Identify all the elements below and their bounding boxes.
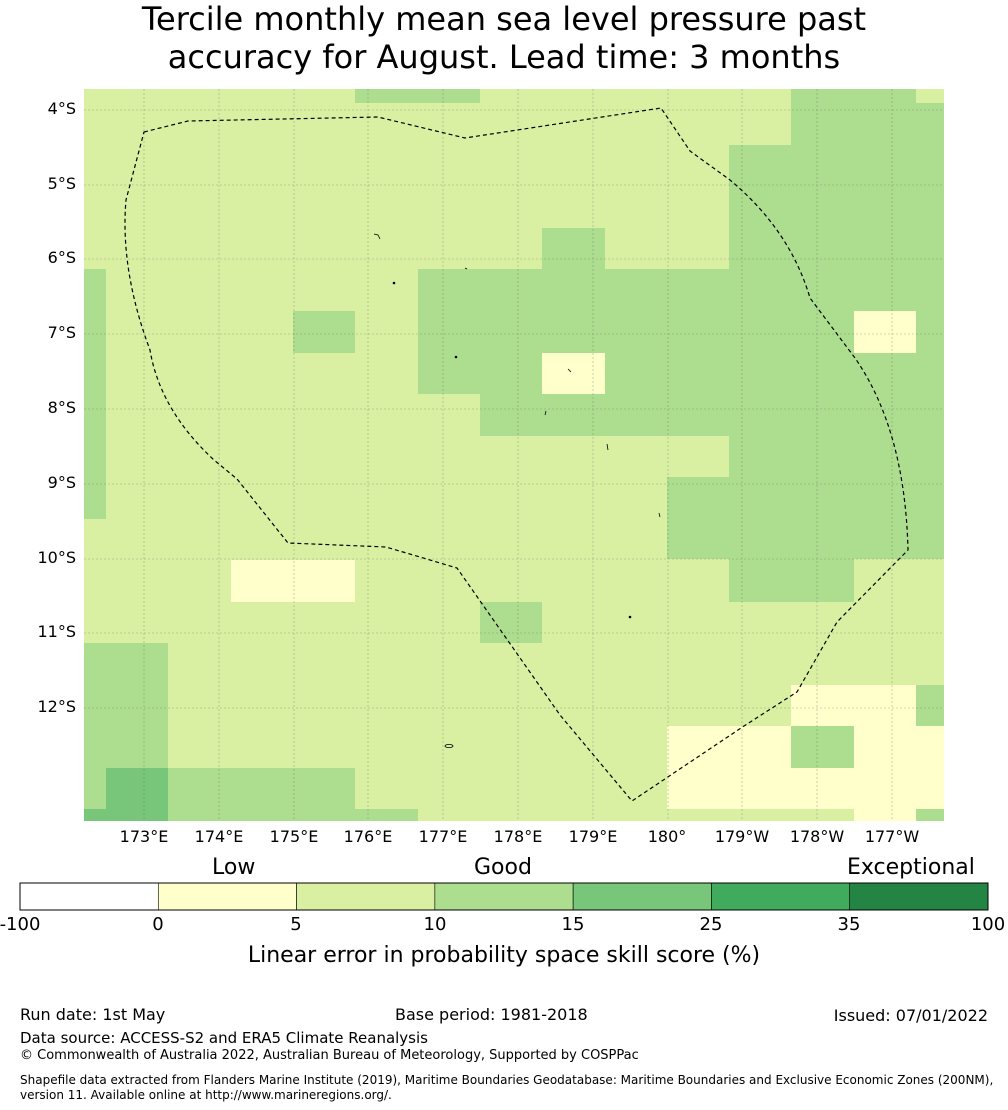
grid-cell [791, 685, 916, 726]
colorbar-segment [157, 882, 297, 911]
grid-cell [729, 559, 854, 602]
lon-label: 173°E [119, 827, 169, 846]
grid-cell [418, 269, 944, 311]
colorbar-tick: -100 [0, 914, 41, 935]
island [567, 368, 572, 373]
colorbar-tick: 25 [699, 914, 723, 935]
grid-cell [729, 145, 944, 269]
grid-cell [854, 311, 916, 353]
grid-cell [916, 311, 944, 353]
colorbar-segment [849, 882, 989, 911]
islands [373, 233, 661, 749]
lat-label: 5°S [47, 174, 76, 193]
colorbar-segment [296, 882, 436, 911]
grid-cell [854, 809, 916, 821]
colorbar [19, 882, 989, 911]
grid-cell [791, 89, 916, 103]
lon-label: 180° [647, 827, 687, 846]
grid-cell [355, 809, 418, 821]
data-source: Data source: ACCESS-S2 and ERA5 Climate … [20, 1029, 428, 1047]
colorbar-segment [19, 882, 159, 911]
colorbar-tick: 0 [152, 914, 164, 935]
lon-label: 176°E [343, 827, 393, 846]
island [454, 355, 458, 359]
colorbar-category-good: Good [474, 855, 532, 880]
island [544, 410, 547, 416]
grid-cell [84, 269, 106, 519]
lat-label: 8°S [47, 398, 76, 417]
grid-cell [480, 602, 542, 643]
island [606, 443, 609, 451]
lat-label: 4°S [47, 99, 76, 118]
lon-label: 174°E [194, 827, 244, 846]
grid-cell [168, 768, 355, 821]
shapefile-credit-line-1: Shapefile data extracted from Flanders M… [20, 1073, 994, 1087]
grid-cell [667, 477, 944, 559]
colorbar-segment [434, 882, 574, 911]
island [628, 615, 632, 619]
colorbar-tick: 15 [561, 914, 585, 935]
colorbar-segment [711, 882, 851, 911]
grid-cell [418, 311, 854, 353]
grid-cell [729, 436, 944, 477]
run-date: Run date: 1st May [20, 1005, 166, 1024]
base-period: Base period: 1981-2018 [395, 1005, 588, 1024]
grid-cell [542, 353, 605, 394]
colorbar-title: Linear error in probability space skill … [247, 943, 761, 968]
copyright-notice: © Commonwealth of Australia 2022, Austra… [20, 1048, 639, 1063]
grid-cell [355, 89, 480, 103]
island [444, 744, 454, 749]
grid-cell [293, 311, 355, 353]
grid-cell [542, 228, 605, 269]
island [658, 512, 661, 518]
grid-cell [854, 726, 944, 768]
island [373, 233, 381, 240]
grid-cell [480, 394, 944, 436]
eez-boundary [124, 107, 909, 802]
colorbar-tick: 5 [290, 914, 302, 935]
lon-label: 178°E [493, 827, 543, 846]
grid-cell [418, 353, 944, 394]
grid-cell [231, 560, 355, 602]
lon-label: 177°E [418, 827, 468, 846]
lon-label: 179°W [714, 827, 770, 846]
colorbar-category-low: Low [212, 855, 256, 880]
grid-cell [84, 809, 106, 821]
map-title-line-1: Tercile monthly mean sea level pressure … [141, 0, 867, 38]
grid-cell [916, 809, 944, 821]
lat-label: 11°S [37, 622, 76, 641]
map-gridlines [84, 89, 944, 821]
island [464, 267, 468, 270]
colorbar-tick: 35 [837, 914, 861, 935]
shapefile-credit-line-2: version 11. Available online at http://w… [20, 1088, 392, 1102]
lat-label: 9°S [47, 473, 76, 492]
skill-score-grid [84, 89, 944, 821]
grid-cell [791, 726, 854, 768]
lat-label: 12°S [37, 697, 76, 716]
lon-label: 177°W [864, 827, 920, 846]
lat-label: 10°S [37, 548, 76, 567]
map-title-line-2: accuracy for August. Lead time: 3 months [167, 38, 841, 76]
colorbar-tick: 10 [423, 914, 447, 935]
lon-label: 178°W [789, 827, 845, 846]
grid-cell [791, 103, 944, 145]
grid-cell [106, 768, 168, 821]
colorbar-tick: 100 [970, 914, 1006, 935]
grid-cell [916, 685, 944, 726]
lon-label: 179°E [568, 827, 618, 846]
colorbar-frame [19, 882, 989, 911]
grid-cell [667, 768, 944, 809]
lon-label: 175°E [269, 827, 319, 846]
lat-label: 7°S [47, 323, 76, 342]
colorbar-category-exceptional: Exceptional [847, 855, 975, 880]
grid-cell [667, 726, 791, 768]
lat-label: 6°S [47, 248, 76, 267]
colorbar-segment [572, 882, 712, 911]
island [392, 281, 396, 285]
issued-date: Issued: 07/01/2022 [833, 1006, 988, 1025]
